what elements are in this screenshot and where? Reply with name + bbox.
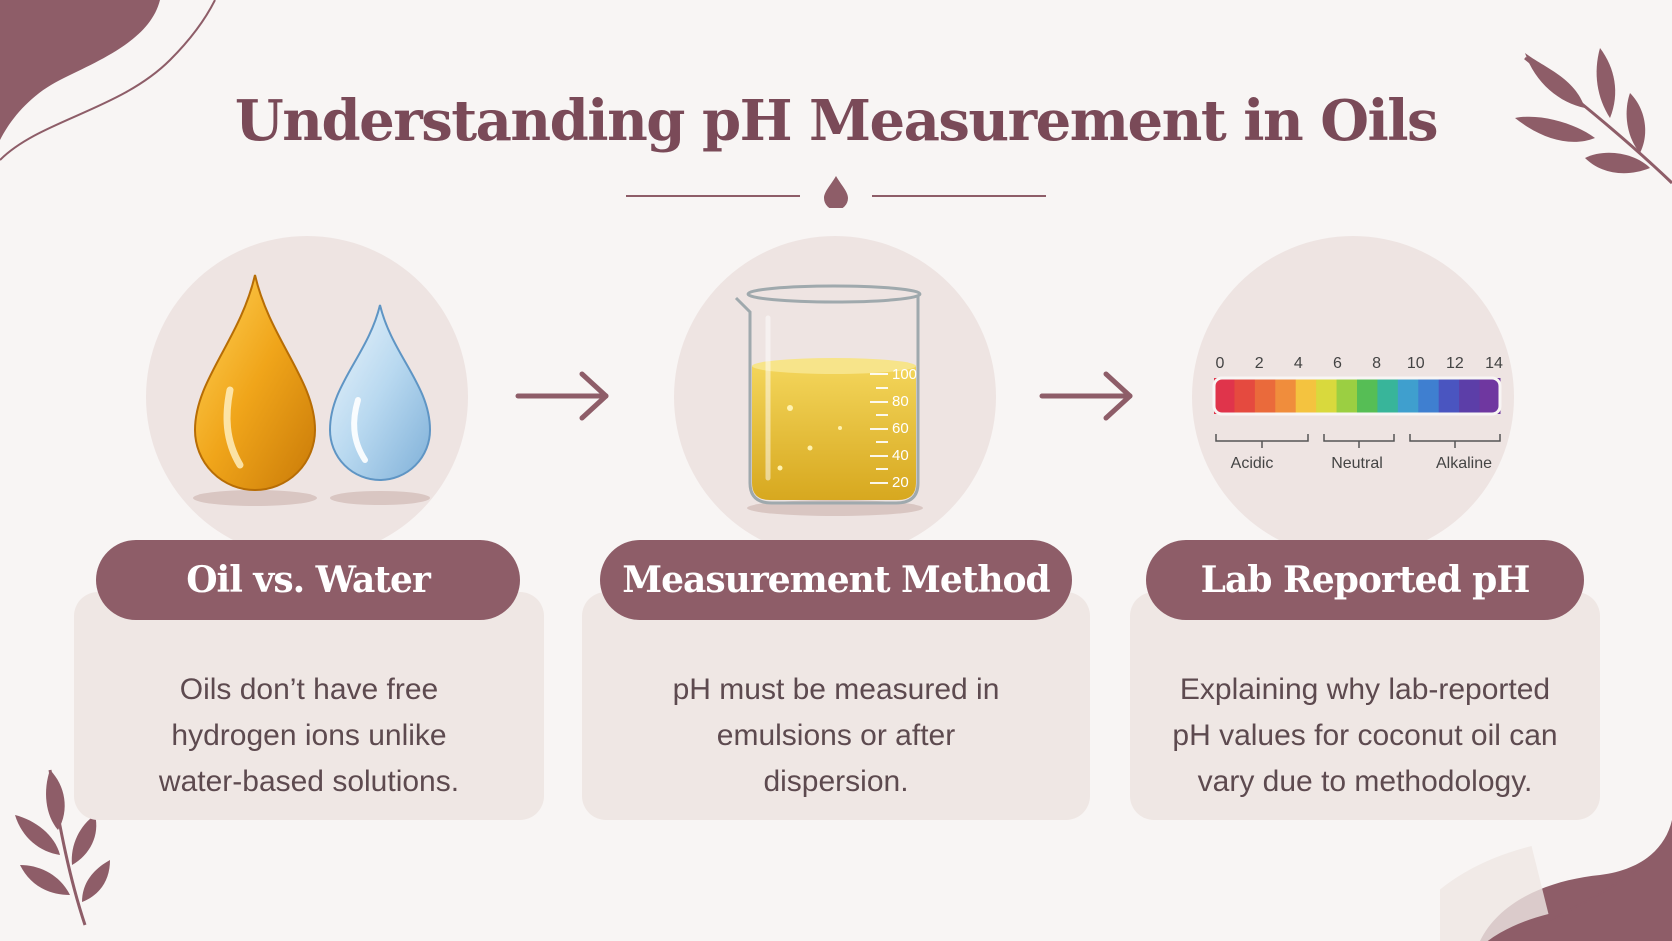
ph-color-segment: [1275, 378, 1297, 414]
ph-tick-label: 8: [1372, 355, 1381, 372]
ph-color-segment: [1377, 378, 1399, 414]
corner-swoosh-bottom-right: [1440, 820, 1672, 941]
ph-color-segment: [1479, 378, 1501, 414]
oil-and-water-drops-icon: [193, 274, 432, 506]
arrow-right-icon: [515, 371, 609, 421]
ph-tick-label: 6: [1333, 355, 1342, 372]
title-divider-with-drop-icon: [626, 176, 1046, 208]
page-title: Understanding pH Measurement in Oils: [234, 88, 1439, 154]
ph-color-segment: [1397, 378, 1419, 414]
step-heading-measurement-method: Measurement Method: [600, 540, 1072, 620]
ph-color-segment: [1357, 378, 1378, 414]
ph-color-segment: [1438, 378, 1460, 414]
ph-color-segment: [1459, 378, 1481, 414]
beaker-mark-20: 20: [892, 474, 909, 491]
ph-color-segment: [1214, 378, 1235, 414]
leaf-branch-top-right-icon: [1515, 48, 1672, 185]
ph-color-segment: [1254, 378, 1276, 414]
ph-color-segment: [1234, 378, 1256, 414]
beaker-icon: 100 80 60 40 20: [734, 284, 923, 516]
ph-label-alkaline: Alkaline: [1436, 455, 1492, 472]
ph-color-segment: [1336, 378, 1358, 414]
step-description: Explaining why lab-reported pH values fo…: [1172, 673, 1558, 798]
corner-swoosh-top-left: [0, 0, 216, 161]
step-card-lab-reported-ph: Explaining why lab-reported pH values fo…: [1130, 592, 1600, 820]
step-description: Oils don’t have free hydrogen ions unlik…: [158, 673, 460, 798]
leaf-branch-bottom-left-icon: [15, 769, 110, 926]
beaker-mark-80: 80: [892, 393, 909, 410]
ph-color-segment: [1418, 378, 1440, 414]
step-heading-lab-reported-ph: Lab Reported pH: [1146, 540, 1584, 620]
ph-label-acidic: Acidic: [1231, 455, 1274, 472]
ph-tick-label: 4: [1294, 355, 1303, 372]
ph-scale-icon: 0 2 4 6 8 10 12 14 Acidic Neutral Alkaline: [1212, 355, 1503, 472]
ph-bar-frame: [1212, 376, 1502, 416]
arrow-right-icon: [1039, 371, 1133, 421]
step-description: pH must be measured in emulsions or afte…: [672, 673, 1000, 798]
ph-color-segment: [1316, 378, 1338, 414]
ph-tick-label: 0: [1216, 355, 1225, 372]
ph-tick-label: 10: [1407, 355, 1425, 372]
beaker-mark-40: 40: [892, 447, 909, 464]
ph-tick-label: 14: [1485, 355, 1503, 372]
ph-color-segment: [1295, 378, 1317, 414]
step-card-oil-vs-water: Oils don’t have free hydrogen ions unlik…: [74, 592, 544, 820]
beaker-mark-100: 100: [892, 366, 917, 383]
step-heading-oil-vs-water: Oil vs. Water: [96, 540, 520, 620]
ph-tick-label: 12: [1446, 355, 1464, 372]
ph-label-neutral: Neutral: [1331, 455, 1383, 472]
beaker-mark-60: 60: [892, 420, 909, 437]
step-card-measurement-method: pH must be measured in emulsions or afte…: [582, 592, 1090, 820]
ph-tick-label: 2: [1255, 355, 1264, 372]
